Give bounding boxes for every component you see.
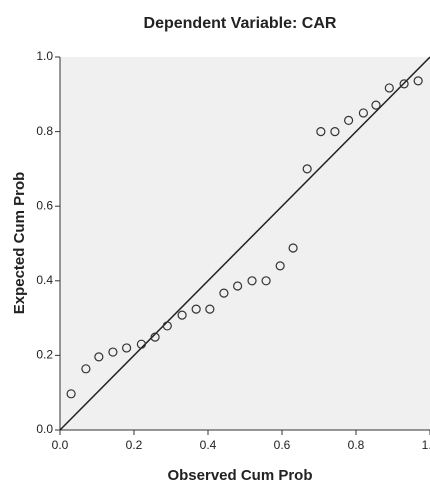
reference-line: [59, 56, 430, 431]
y-tick-label: 0.6: [36, 198, 53, 212]
point: [81, 364, 91, 374]
x-axis-title: Observed Cum Prob: [167, 467, 312, 484]
y-tick-label: 1.0: [36, 49, 53, 63]
point: [108, 347, 118, 357]
point: [136, 339, 146, 349]
x-tick-label: 0.8: [348, 438, 365, 452]
x-tick-label: 0.6: [274, 438, 291, 452]
point: [191, 304, 201, 314]
x-tick-label: 0.4: [200, 438, 217, 452]
y-tick-label: 0.8: [36, 124, 53, 138]
point: [247, 276, 257, 286]
point: [177, 310, 187, 320]
point: [66, 389, 76, 399]
y-axis-title: Expected Cum Prob: [11, 172, 28, 315]
point: [162, 321, 172, 331]
y-tick-label: 0.4: [36, 273, 53, 287]
point: [219, 288, 229, 298]
point: [384, 83, 394, 93]
point: [358, 108, 368, 118]
point: [399, 79, 409, 89]
point: [330, 127, 340, 137]
point: [344, 115, 354, 126]
point: [371, 100, 381, 110]
x-tick-label: 1.0: [422, 438, 430, 452]
chart-title: Dependent Variable: CAR: [144, 15, 337, 32]
point: [205, 304, 215, 314]
x-tick-label: 0.0: [52, 438, 69, 452]
point: [316, 127, 326, 137]
point: [233, 281, 243, 291]
point: [150, 332, 160, 342]
point: [288, 243, 298, 253]
point: [261, 276, 271, 286]
point: [121, 343, 132, 353]
y-tick-label: 0.0: [36, 422, 53, 436]
x-tick-label: 0.2: [126, 438, 143, 452]
point: [302, 164, 312, 174]
point: [275, 261, 285, 271]
point: [94, 352, 104, 362]
y-tick-label: 0.2: [36, 348, 53, 362]
point: [413, 76, 423, 86]
